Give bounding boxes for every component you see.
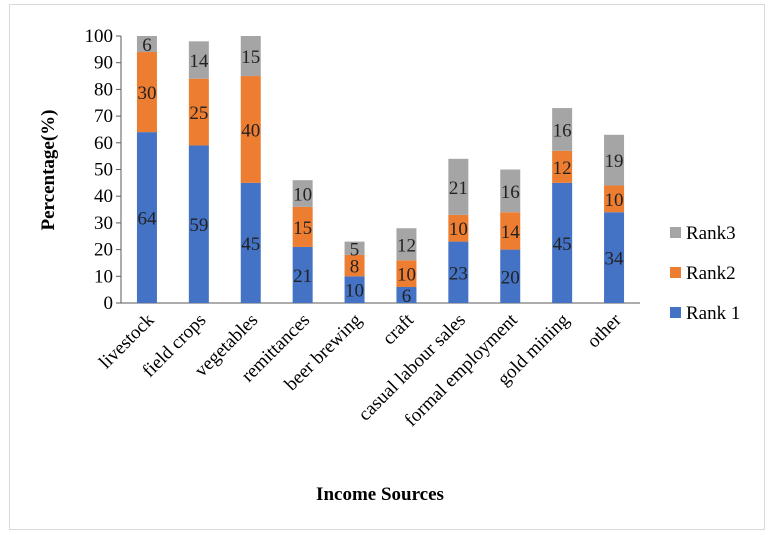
bar-segment bbox=[552, 150, 573, 183]
bar-segment bbox=[136, 52, 157, 133]
data-label: 6 bbox=[142, 35, 152, 56]
x-tick-label: craft bbox=[379, 309, 419, 349]
data-label: 15 bbox=[293, 218, 312, 239]
legend-swatch bbox=[670, 227, 681, 238]
data-label: 30 bbox=[137, 83, 156, 104]
bar-segment bbox=[500, 249, 521, 303]
data-label: 12 bbox=[553, 158, 572, 179]
data-label: 14 bbox=[189, 51, 209, 72]
y-tick-label: 20 bbox=[94, 240, 113, 261]
data-label: 6 bbox=[402, 286, 412, 307]
y-tick-label: 70 bbox=[94, 106, 113, 127]
data-label: 10 bbox=[345, 281, 364, 302]
bar-segment bbox=[188, 145, 209, 303]
legend-swatch bbox=[670, 307, 681, 318]
y-tick-label: 100 bbox=[85, 26, 114, 47]
bar-segment bbox=[136, 132, 157, 303]
bar-segment bbox=[448, 241, 469, 303]
legend-swatch bbox=[670, 267, 681, 278]
bar-segment bbox=[552, 182, 573, 303]
bar-segment bbox=[188, 41, 209, 79]
bar-segment bbox=[396, 286, 417, 303]
y-axis-title: Percentage(%) bbox=[38, 110, 59, 231]
bar-segment bbox=[500, 169, 521, 213]
bar-segment bbox=[344, 276, 365, 303]
data-label: 64 bbox=[137, 209, 157, 230]
bar-segment bbox=[240, 182, 261, 303]
data-label: 8 bbox=[350, 257, 360, 278]
bar-segment bbox=[188, 78, 209, 146]
bar-segment bbox=[552, 108, 573, 151]
data-label: 10 bbox=[293, 185, 312, 206]
data-labels: 6430659251445401521151010856101223102120… bbox=[137, 35, 624, 307]
y-tick-label: 50 bbox=[94, 160, 113, 181]
data-label: 40 bbox=[241, 120, 260, 141]
bar-segment bbox=[604, 185, 625, 213]
data-label: 21 bbox=[449, 178, 468, 199]
bar-segment bbox=[604, 134, 625, 186]
bar-segment bbox=[292, 206, 313, 247]
bars bbox=[136, 36, 625, 303]
data-label: 14 bbox=[501, 222, 521, 243]
data-label: 59 bbox=[189, 215, 208, 236]
y-tick-label: 10 bbox=[94, 266, 113, 287]
data-label: 16 bbox=[553, 120, 572, 141]
bar-segment bbox=[292, 246, 313, 303]
x-tick-label: other bbox=[583, 309, 626, 352]
bar-segment bbox=[240, 36, 261, 77]
y-tick-label: 40 bbox=[94, 186, 113, 207]
y-tick-label: 30 bbox=[94, 213, 113, 234]
data-label: 10 bbox=[449, 219, 468, 240]
y-tick-label: 90 bbox=[94, 53, 113, 74]
legend: Rank3 Rank2 Rank 1 bbox=[670, 223, 740, 324]
data-label: 20 bbox=[501, 267, 520, 288]
data-label: 21 bbox=[293, 266, 312, 287]
y-tick-label: 80 bbox=[94, 79, 113, 100]
bar-segment bbox=[344, 241, 365, 255]
bar-segment bbox=[136, 36, 157, 53]
data-label: 10 bbox=[397, 265, 416, 286]
bar-segment bbox=[396, 228, 417, 261]
bar-segment bbox=[344, 254, 365, 277]
y-tick-label: 0 bbox=[104, 293, 114, 314]
bar-segment bbox=[604, 212, 625, 303]
data-label: 25 bbox=[189, 103, 208, 124]
data-label: 12 bbox=[397, 235, 416, 256]
legend-label: Rank 1 bbox=[686, 303, 740, 324]
x-axis-title: Income Sources bbox=[316, 484, 444, 505]
y-tick-label: 60 bbox=[94, 133, 113, 154]
bar-segment bbox=[240, 76, 261, 183]
data-label: 19 bbox=[605, 151, 624, 172]
bar-segment bbox=[500, 212, 521, 250]
bar-segment bbox=[448, 158, 469, 215]
bar-segment bbox=[396, 260, 417, 287]
data-label: 34 bbox=[605, 249, 625, 270]
bar-segment bbox=[448, 214, 469, 242]
data-label: 15 bbox=[241, 47, 260, 68]
data-label: 23 bbox=[449, 263, 468, 284]
y-axis: 0 10 20 30 40 50 60 70 80 90 100 bbox=[85, 26, 122, 314]
legend-label: Rank3 bbox=[686, 223, 736, 244]
bar-segment bbox=[292, 180, 313, 207]
legend-label: Rank2 bbox=[686, 263, 736, 284]
data-label: 10 bbox=[605, 190, 624, 211]
data-label: 5 bbox=[350, 239, 360, 260]
chart-frame bbox=[9, 4, 765, 530]
data-label: 45 bbox=[241, 234, 260, 255]
data-label: 16 bbox=[501, 182, 520, 203]
data-label: 45 bbox=[553, 234, 572, 255]
